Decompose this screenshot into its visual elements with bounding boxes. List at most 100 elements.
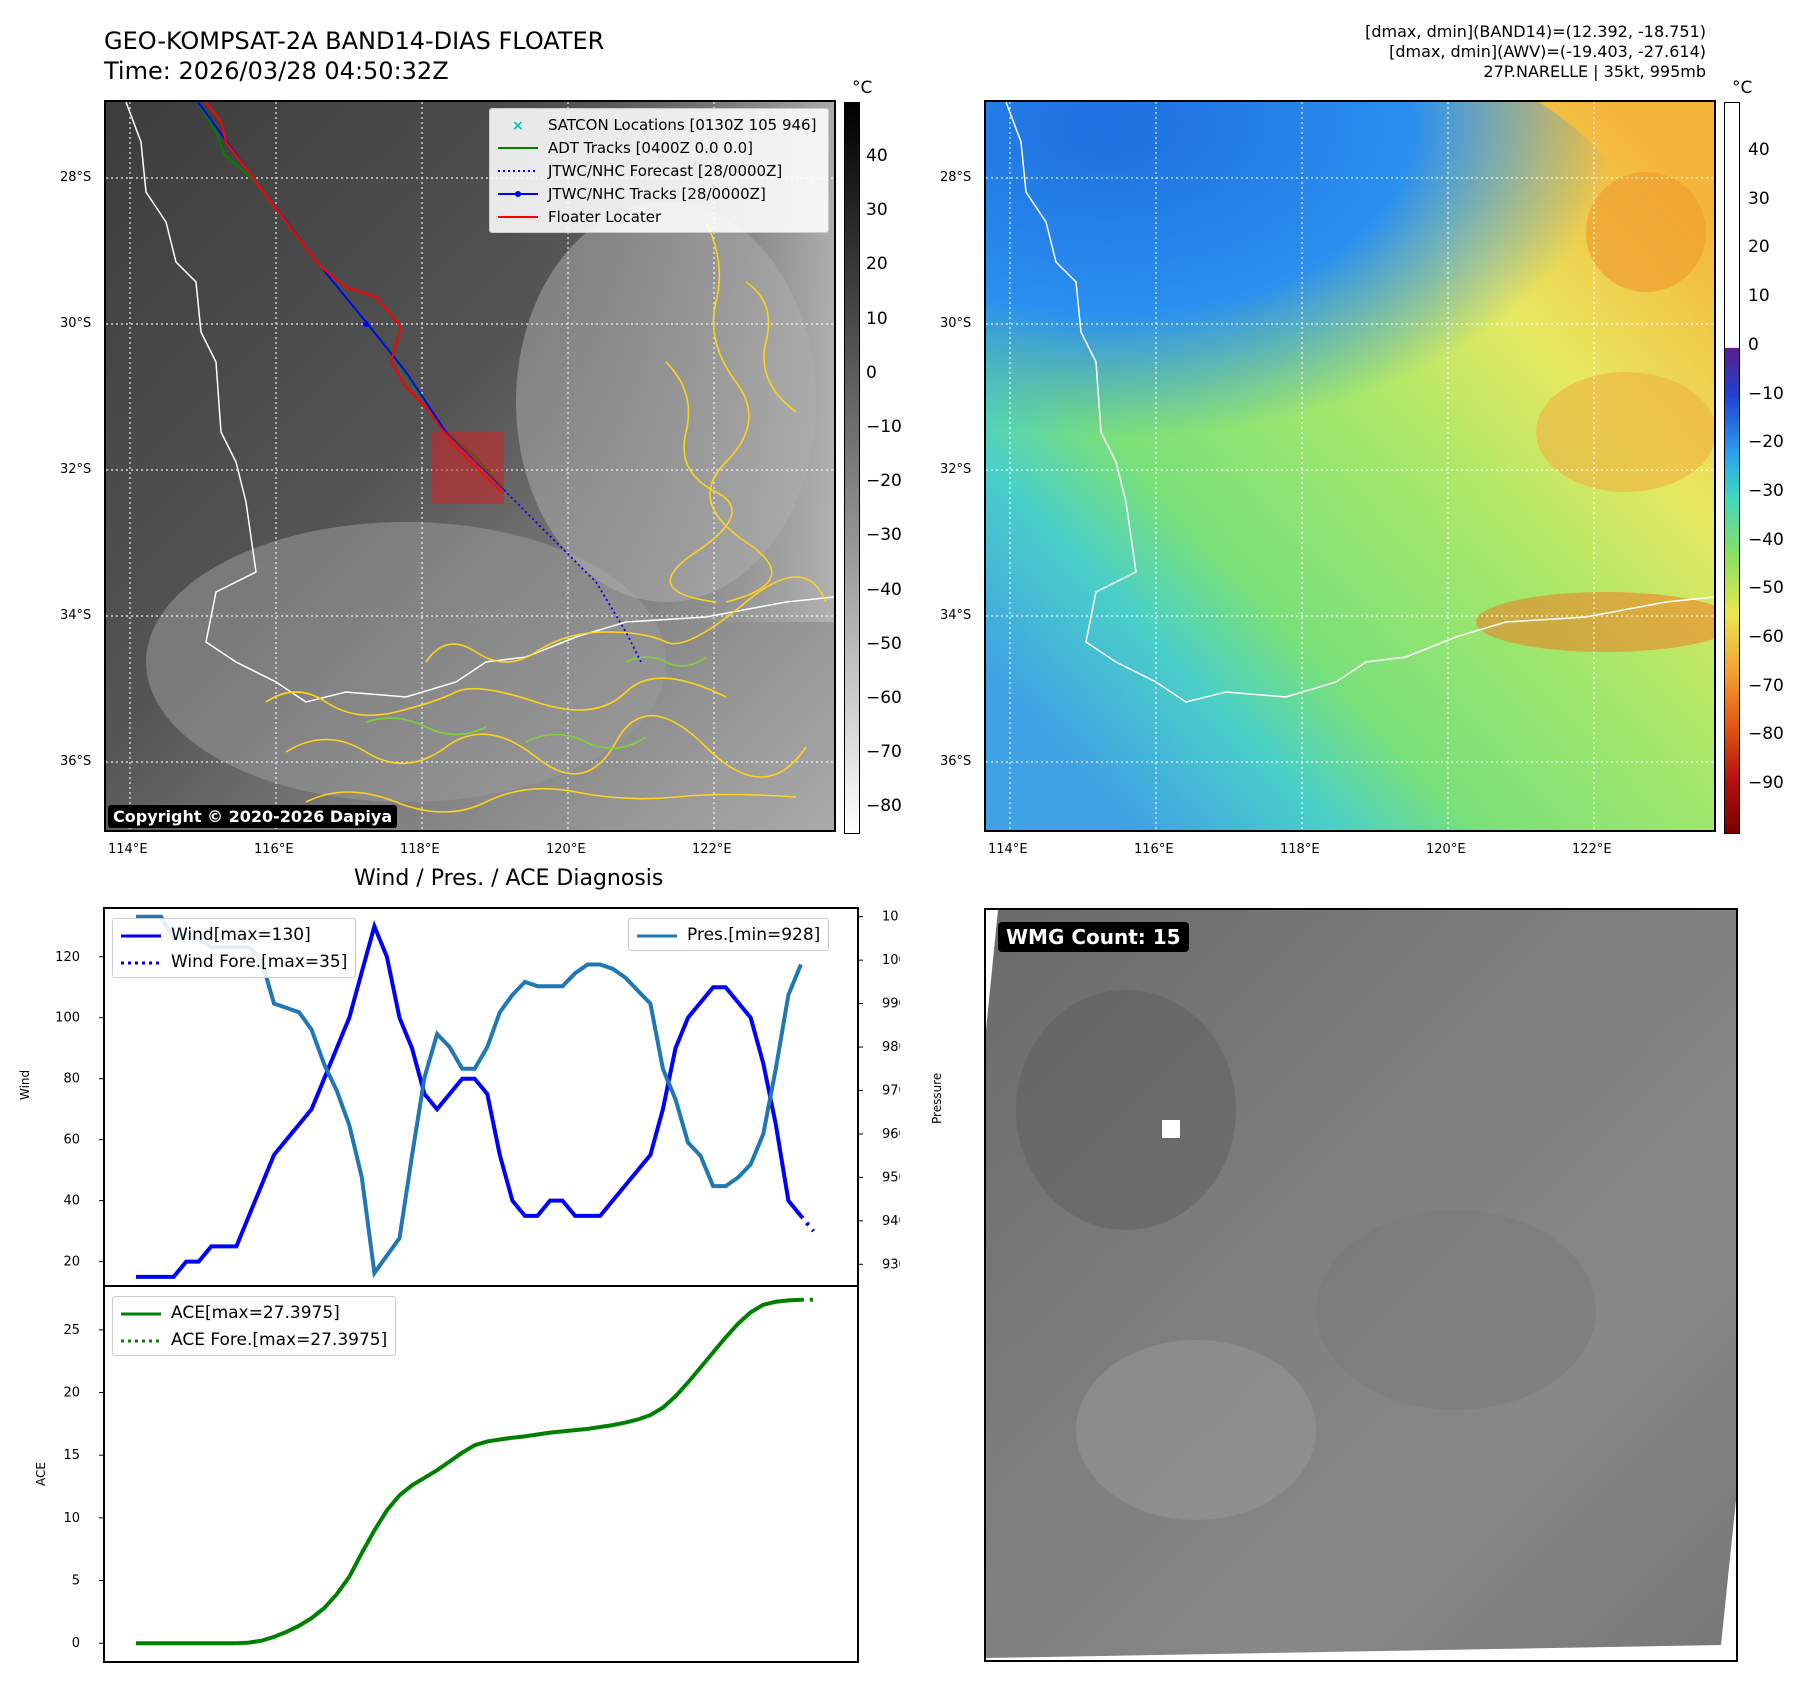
legend-label: SATCON Locations [0130Z 105 946] [548,115,817,134]
awv-map-image [986,102,1714,830]
wind-series-line [136,920,803,1279]
colorbar-tick-label: −10 [866,417,902,437]
colorbar-tick-label: −20 [866,471,902,492]
colorbar-tick-label: 40 [866,146,888,166]
awv-lat-label: 34°S [940,608,972,623]
wmg-count-badge: WMG Count: 15 [998,922,1189,952]
awv-colorbar [1724,102,1740,834]
legend-floater: Floater Locater [490,205,828,228]
awv-map-panel [984,100,1716,832]
info-awv-range: [dmax, dmin](AWV)=(-19.403, -27.614) [1389,42,1706,61]
legend-adt: ADT Tracks [0400Z 0.0 0.0] [490,136,828,159]
colorbar-tick-label: 30 [866,200,888,221]
legend-satcon: × SATCON Locations [0130Z 105 946] [490,113,828,136]
colorbar-tick-label: −80 [1748,724,1784,745]
contours [265,221,827,813]
awv-colorbar-unit: °C [1732,78,1753,98]
chart-time: Time: 2026/03/28 04:50:32Z [104,57,449,85]
line-dot-icon [498,187,538,201]
legend-label: JTWC/NHC Forecast [28/0000Z] [548,161,783,180]
coastline [125,102,834,703]
legend-label: ACE[max=27.3975] [171,1302,340,1323]
colorbar-tick-label: 20 [1748,237,1770,258]
wind-ytick-label: 80 [63,1072,80,1087]
ir-lat-label: 32°S [60,462,92,477]
legend-label: Floater Locater [548,207,662,226]
legend-ace-forecast: ACE Fore.[max=27.3975] [113,1326,395,1353]
pressure-ytick-label: 970 [882,1083,900,1098]
colorbar-tick-label: 30 [1748,188,1770,209]
copyright-badge: Copyright © 2020-2026 Dapiya [108,805,398,828]
ace-ytick-label: 25 [63,1323,80,1338]
awv-lat-label: 28°S [940,170,972,185]
map-legend: × SATCON Locations [0130Z 105 946] ADT T… [489,108,829,233]
ir-lon-label: 116°E [254,842,294,857]
colorbar-tick-label: −30 [866,525,902,546]
pressure-ytick-label: 930 [882,1257,900,1272]
legend-pressure: Pres.[min=928] [629,921,828,948]
floater-box [432,432,504,504]
line-icon [637,928,677,942]
ace-ytick-label: 0 [72,1636,80,1651]
line-icon [498,210,538,224]
dotted-line-icon [121,955,161,969]
colorbar-tick-label: −60 [866,688,902,708]
colorbar-tick-label: −10 [1748,383,1784,404]
chart-title: GEO-KOMPSAT-2A BAND14-DIAS FLOATER [104,27,605,55]
wind-ytick-label: 60 [63,1133,80,1148]
jtwc-forecast [503,489,642,663]
colorbar-tick-label: −70 [1748,675,1784,696]
info-block: [dmax, dmin](BAND14)=(12.392, -18.751) [… [1106,22,1706,82]
legend-label: ACE Fore.[max=27.3975] [171,1329,388,1350]
ace-legend: ACE[max=27.3975] ACE Fore.[max=27.3975] [112,1296,397,1356]
ace-plot-frame [103,1285,859,1663]
dotted-line-icon [121,1333,161,1347]
ir-map-panel: × SATCON Locations [0130Z 105 946] ADT T… [104,100,836,832]
info-band14-range: [dmax, dmin](BAND14)=(12.392, -18.751) [1365,22,1706,41]
awv-lon-label: 120°E [1426,842,1466,857]
dotted-line-icon [498,164,538,178]
colorbar-tick-label: −20 [1748,432,1784,453]
wmg-image [986,910,1736,1658]
ir-colorbar-unit: °C [852,78,873,98]
colorbar-tick-label: 10 [1748,286,1770,307]
legend-wind: Wind[max=130] [113,921,355,948]
wmg-center-marker [1162,1120,1180,1138]
pressure-legend: Pres.[min=928] [628,918,830,951]
ace-ytick-label: 5 [72,1574,80,1589]
pressure-ytick-label: 940 [882,1214,900,1229]
colorbar-tick-label: 40 [1748,140,1770,160]
pressure-axis-label: Pressure [930,1072,944,1124]
info-storm: 27P.NARELLE | 35kt, 995mb [1483,62,1706,81]
colorbar-tick-label: −90 [1748,773,1784,794]
awv-lat-label: 32°S [940,462,972,477]
ir-lat-label: 34°S [60,608,92,623]
x-icon: × [498,118,538,134]
legend-label: Wind[max=130] [171,924,311,945]
colorbar-tick-label: −70 [866,742,902,763]
pressure-ytick-label: 950 [882,1170,900,1185]
legend-label: Wind Fore.[max=35] [171,951,348,972]
floater-locater [205,102,505,495]
wind-forecast-line [799,1214,816,1233]
svg-text:×: × [512,118,524,132]
legend-ace: ACE[max=27.3975] [113,1299,395,1326]
map-grid [986,102,1714,830]
ir-lon-label: 120°E [546,842,586,857]
pressure-ytick-label: 990 [882,997,900,1012]
line-icon [121,928,161,942]
legend-jtwc-tracks: JTWC/NHC Tracks [28/0000Z] [490,182,828,205]
awv-lon-label: 118°E [1280,842,1320,857]
pressure-ytick-label: 1000 [882,953,900,968]
wind-ytick-label: 40 [63,1194,80,1209]
ir-lon-label: 122°E [692,842,732,857]
wind-axis-label: Wind [18,1069,32,1100]
awv-lat-label: 36°S [940,754,972,769]
colorbar-tick-label: 10 [866,308,888,329]
ace-ytick-label: 10 [63,1511,80,1526]
diagnosis-chart: 2040608010012093094095096097098099010001… [55,907,900,1663]
coastline [1005,102,1714,703]
wmg-panel: WMG Count: 15 [984,908,1738,1662]
colorbar-tick-label: 0 [866,362,877,383]
